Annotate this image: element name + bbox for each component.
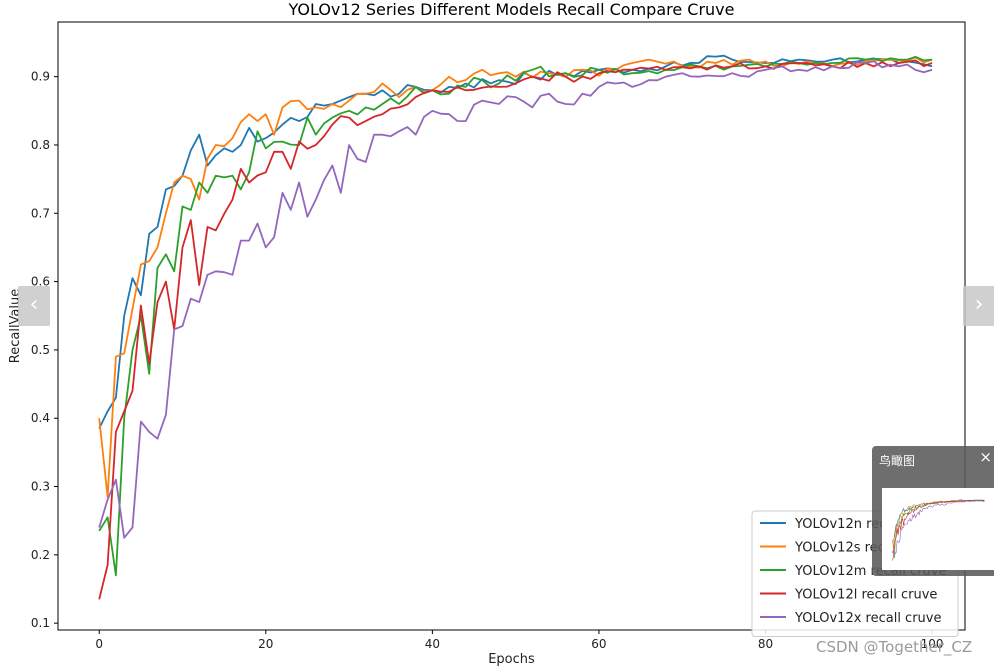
y-tick-label: 0.9: [31, 70, 50, 84]
x-tick-label: 80: [758, 637, 773, 651]
x-tick-label: 20: [258, 637, 273, 651]
plot-frame: [57, 21, 966, 631]
series-line-0: [98, 54, 933, 429]
thumbnail-chart: [892, 499, 985, 561]
series-line-1: [98, 56, 933, 498]
thumbnail-series-line-3: [892, 499, 985, 561]
y-tick-label: 0.4: [31, 411, 50, 425]
x-tick-label: 60: [591, 637, 606, 651]
series-line-2: [98, 55, 933, 577]
legend-label: YOLOv12l recall cruve: [794, 588, 937, 603]
x-tick-label: 0: [95, 637, 103, 651]
y-tick-label: 0.7: [31, 206, 50, 220]
close-icon[interactable]: ×: [979, 448, 992, 466]
x-axis-title: Epochs: [488, 652, 535, 666]
thumbnail-series-line-1: [892, 499, 985, 550]
thumbnail-series-line-4: [892, 500, 985, 555]
birdview-title: 鸟瞰图: [879, 454, 916, 468]
thumbnail-series-line-0: [892, 499, 985, 542]
series-line-3: [98, 59, 933, 600]
y-tick-label: 0.6: [31, 275, 50, 289]
birdview-thumbnail[interactable]: [882, 488, 994, 570]
next-image-button[interactable]: ›: [963, 286, 994, 326]
y-tick-label: 0.2: [31, 548, 50, 562]
y-tick-label: 0.3: [31, 480, 50, 494]
series-line-4: [98, 60, 933, 539]
y-axis-ticks: 0.1 0.2 0.3 0.4 0.5 0.6 0.7 0.8 0.9: [31, 70, 58, 630]
x-tick-label: 100: [921, 637, 944, 651]
y-tick-label: 0.5: [31, 343, 50, 357]
y-tick-label: 0.8: [31, 138, 50, 152]
legend-label: YOLOv12x recall cruve: [794, 611, 942, 626]
watermark: CSDN @Together_CZ: [816, 638, 973, 656]
y-tick-label: 0.1: [31, 616, 50, 630]
previous-image-button[interactable]: ‹: [18, 286, 50, 326]
x-axis-ticks: 0 20 40 60 80 100: [95, 630, 944, 651]
thumbnail-series-line-2: [892, 499, 985, 558]
birdview-panel: 鸟瞰图 ×: [872, 446, 994, 576]
x-tick-label: 40: [425, 637, 440, 651]
series-layer: [98, 54, 933, 600]
chart-title: YOLOv12 Series Different Models Recall C…: [288, 0, 735, 19]
